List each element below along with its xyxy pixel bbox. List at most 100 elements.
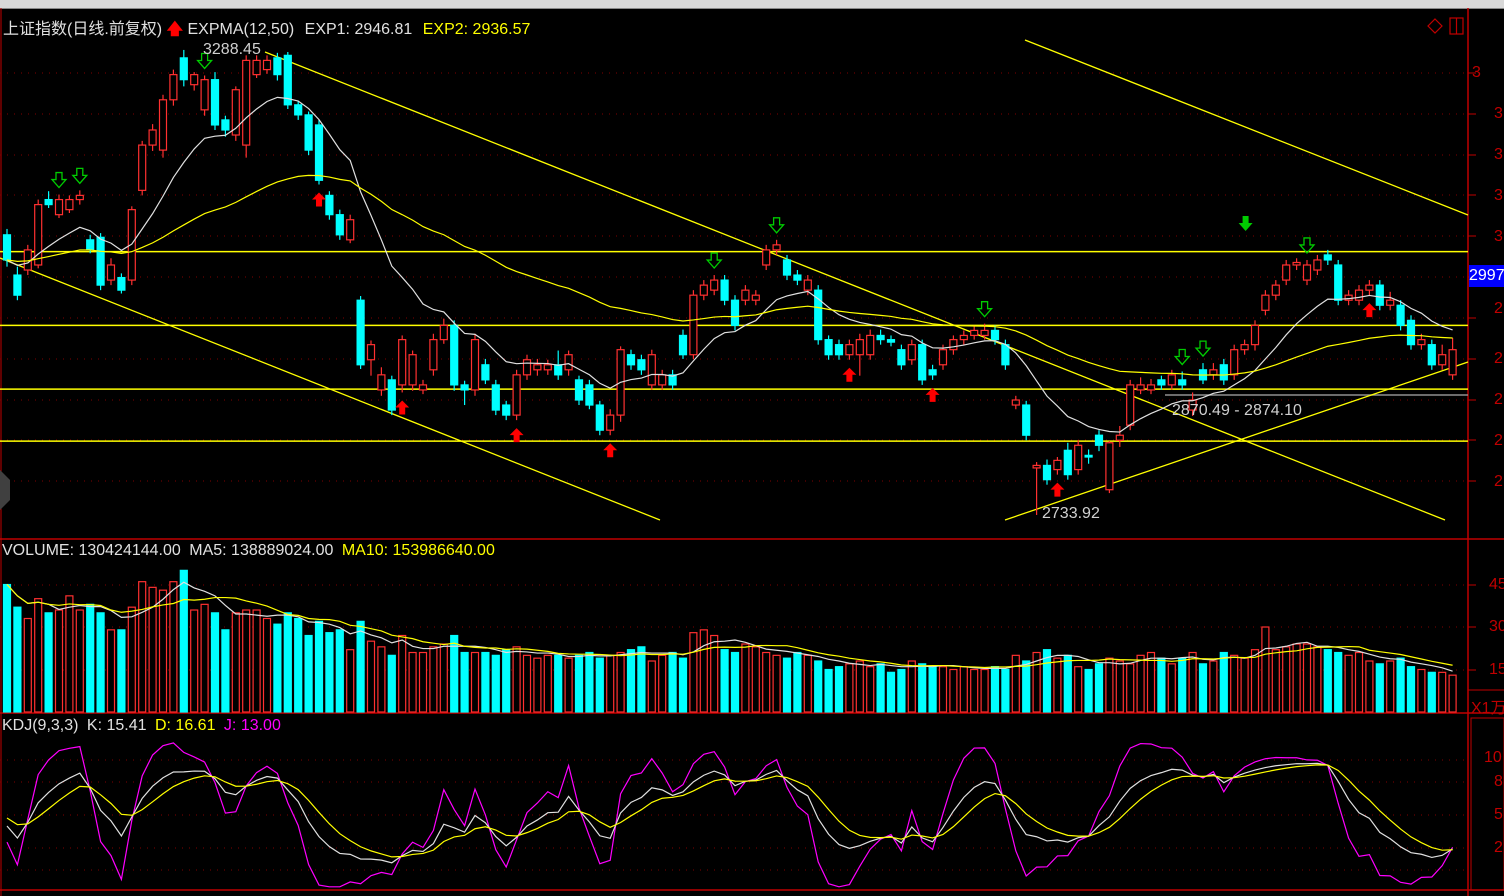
trend-line: [1004, 361, 1469, 521]
candle-body: [949, 339, 958, 351]
volume-bar: [814, 660, 823, 713]
volume-bar: [1011, 654, 1020, 713]
buy-arrow-icon: [1362, 303, 1377, 318]
window-controls: [1427, 17, 1464, 35]
candle-body: [408, 354, 417, 386]
volume-bar: [398, 634, 407, 713]
exp1-value: EXP1: 2946.81: [304, 21, 413, 38]
volume-bar: [1001, 668, 1010, 713]
kdj-k-line: [6, 762, 1453, 864]
volume-bar: [980, 668, 989, 713]
candle-body: [980, 329, 989, 337]
diamond-icon[interactable]: [1427, 18, 1443, 34]
volume-bar: [1406, 666, 1416, 713]
candle-body: [1386, 299, 1395, 306]
candle-body: [169, 74, 178, 101]
volume-bar: [866, 666, 875, 713]
volume-bar: [751, 646, 760, 713]
up-arrow-icon: 🡅: [166, 21, 184, 38]
j-value: J: 13.00: [223, 717, 281, 734]
volume-bar: [772, 654, 781, 713]
candle-body: [1448, 349, 1457, 376]
index-title: 上证指数(日线.前复权): [3, 21, 163, 38]
candle-body: [1375, 284, 1384, 306]
kdj-tick: 8: [1494, 773, 1503, 790]
candle-body: [512, 374, 521, 416]
grid-lines: [0, 72, 1476, 871]
trend-line: [264, 51, 1446, 521]
buy-arrow-icon: [395, 400, 410, 415]
candle-body: [481, 364, 490, 381]
price-tick: 3: [1494, 228, 1503, 245]
left-panel-toggle[interactable]: [0, 470, 10, 510]
signal-arrows: [50, 52, 1377, 497]
candle-body: [564, 354, 573, 371]
candle-body: [304, 114, 313, 151]
buy-arrow-icon: [925, 387, 940, 402]
candle-body: [762, 249, 771, 266]
candle-body: [730, 299, 740, 326]
volume-bar: [325, 632, 334, 713]
candle-body: [44, 198, 53, 206]
expma-lines: [6, 96, 1453, 433]
layout-toggle-icon[interactable]: [1449, 17, 1464, 35]
toolbar-strip: [0, 0, 1504, 9]
candle-body: [1157, 379, 1166, 386]
kdj-axis-box: [1470, 717, 1504, 891]
exp1-line: [6, 96, 1453, 433]
volume-bar: [1271, 649, 1280, 713]
volume-bar: [626, 649, 636, 713]
volume-bar: [1042, 649, 1052, 713]
volume-bar: [179, 569, 188, 713]
candle-body: [1126, 384, 1135, 426]
candle-body: [699, 284, 708, 296]
volume-bar: [1386, 660, 1395, 713]
price-tick: 2: [1494, 300, 1503, 317]
volume-bar: [1074, 666, 1083, 713]
candle-body: [502, 404, 511, 416]
volume-bar: [1084, 668, 1093, 713]
volume-bar: [86, 603, 95, 713]
candle-body: [626, 354, 636, 366]
volume-bar: [169, 581, 178, 713]
candle-body: [200, 79, 209, 111]
candle-body: [710, 279, 719, 291]
volume-bar: [886, 671, 896, 713]
volume-bar: [96, 612, 105, 713]
kdj-tick: 10: [1484, 749, 1502, 766]
trend-line: [0, 257, 661, 521]
candle-body: [346, 219, 355, 241]
candles: [2, 49, 1457, 515]
volume-bar: [1219, 651, 1228, 713]
volume-bar: [1105, 657, 1114, 713]
sell-arrow-icon: [71, 167, 89, 185]
candle-body: [845, 344, 854, 356]
candle-body: [928, 369, 937, 376]
kdj-tick: 2: [1494, 839, 1503, 856]
indicator-name: EXPMA(12,50): [187, 21, 295, 38]
volume-bar: [23, 617, 32, 713]
volume-bar: [637, 646, 646, 713]
volume-bar: [1261, 626, 1270, 713]
volume-bar: [1094, 663, 1104, 713]
candle-body: [1261, 294, 1270, 311]
volume-bar: [554, 654, 563, 713]
volume-bar: [200, 603, 209, 713]
volume-bar: [668, 651, 677, 713]
ma10-value: MA10: 153986640.00: [341, 542, 495, 559]
sell-arrow-icon: [1194, 340, 1212, 358]
volume-unit: X1万: [1471, 700, 1504, 717]
volume-bar: [1022, 660, 1031, 713]
volume-bar: [127, 606, 136, 713]
candle-body: [1136, 384, 1145, 391]
candle-body: [1354, 289, 1364, 301]
current-price-tag: 2997: [1469, 265, 1504, 287]
candle-body: [127, 209, 136, 281]
candle-body: [54, 198, 64, 216]
volume-bar: [1157, 657, 1166, 713]
candle-body: [221, 119, 230, 131]
kdj-tick: 5: [1494, 806, 1503, 823]
candle-body: [1032, 464, 1041, 469]
volume-bar: [616, 651, 625, 713]
